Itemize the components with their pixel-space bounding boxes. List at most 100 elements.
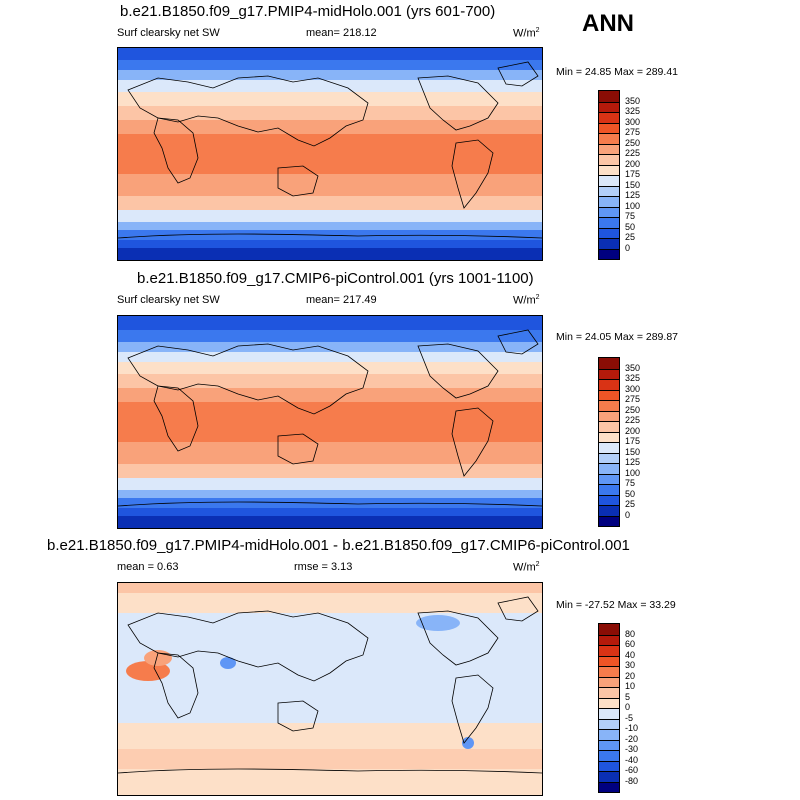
colorbar-segment: [599, 505, 619, 516]
colorbar-segment: [599, 101, 619, 112]
colorbar-tick-label: 175: [625, 436, 641, 446]
colorbar-tick-label: 75: [625, 211, 636, 221]
colorbar-tick-label: 30: [625, 660, 636, 670]
colorbar-segment: [599, 368, 619, 379]
colorbar-tick-label: 25: [625, 499, 636, 509]
colorbar-tick-label: 275: [625, 127, 641, 137]
colorbar-tick-label: -10: [625, 723, 639, 733]
colorbar-segment: [599, 687, 619, 698]
colorbar-tick-label: 200: [625, 158, 641, 169]
colorbar-segment: [599, 515, 619, 526]
panel2-units: W/m2: [513, 294, 540, 307]
colorbar-segment: [599, 133, 619, 144]
colorbar-segment: [599, 463, 619, 474]
colorbar-tick-label: 75: [625, 478, 636, 488]
colorbar-tick-label: 300: [625, 116, 641, 127]
season-label: ANN: [582, 10, 634, 37]
colorbar-tick-label: 5: [625, 691, 631, 702]
colorbar-segment: [599, 164, 619, 175]
colorbar-segment: [599, 154, 619, 165]
panel1-mean: mean= 218.12: [306, 27, 377, 39]
colorbar-segment: [599, 227, 619, 238]
colorbar-segment: [599, 666, 619, 677]
colorbar-tick-label: 250: [625, 404, 641, 415]
colorbar-segment: [599, 442, 619, 453]
colorbar-tick-label: 225: [625, 415, 641, 425]
panel2-title: b.e21.B1850.f09_g17.CMIP6-piControl.001 …: [137, 270, 534, 287]
colorbar-segment: [599, 781, 619, 792]
colorbar-segment: [599, 400, 619, 411]
colorbar-segment: [599, 91, 619, 102]
colorbar-tick-label: -20: [625, 733, 639, 744]
colorbar-tick-label: -80: [625, 775, 639, 786]
colorbar-tick-label: 150: [625, 179, 641, 190]
colorbar-segment: [599, 655, 619, 666]
colorbar-segment: [599, 431, 619, 442]
panel1-colorbar: 0 25 50 75 100 125 150 175 200 225 250 275 300 325 350: [598, 90, 640, 260]
colorbar-segment: [599, 750, 619, 761]
colorbar-segment: [599, 676, 619, 687]
panel2-map-svg: [118, 316, 542, 528]
colorbar-segment: [599, 122, 619, 133]
colorbar-segment: [599, 634, 619, 645]
colorbar-tick-label: 20: [625, 670, 636, 681]
colorbar-segment: [599, 771, 619, 782]
panel3-rmse: rmse = 3.13: [294, 561, 353, 573]
panel2-variable: Surf clearsky net SW: [117, 294, 220, 306]
colorbar-segment: [599, 206, 619, 217]
colorbar-tick-label: 0: [625, 702, 631, 712]
colorbar-segment: [599, 729, 619, 740]
colorbar-segment: [599, 708, 619, 719]
colorbar-segment: [599, 452, 619, 463]
colorbar-segment: [599, 389, 619, 400]
colorbar-segment: [599, 143, 619, 154]
colorbar-segment: [599, 473, 619, 484]
panel1-variable: Surf clearsky net SW: [117, 27, 220, 39]
panel3-mean: mean = 0.63: [117, 561, 179, 573]
colorbar-tick-label: 350: [625, 362, 641, 373]
colorbar-tick-label: 250: [625, 137, 641, 148]
colorbar-tick-label: 325: [625, 106, 641, 116]
colorbar-segment: [599, 410, 619, 421]
colorbar-tick-label: 50: [625, 488, 636, 499]
colorbar-tick-label: 50: [625, 221, 636, 232]
panel2-colorbar: 0 25 50 75 100 125 150 175 200 225 250 275 300 325 350: [598, 357, 640, 527]
colorbar-segment: [599, 175, 619, 186]
colorbar-segment: [599, 248, 619, 259]
panel1-minmax: Min = 24.85 Max = 289.41: [556, 66, 678, 78]
colorbar-tick-label: 200: [625, 425, 641, 436]
panel3-units: W/m2: [513, 561, 540, 574]
colorbar-segment: [599, 739, 619, 750]
colorbar-segment: [599, 358, 619, 369]
colorbar-tick-label: 150: [625, 446, 641, 457]
colorbar-segment: [599, 760, 619, 771]
panel1-title: b.e21.B1850.f09_g17.PMIP4-midHolo.001 (y…: [120, 3, 496, 20]
panel1-units: W/m2: [513, 27, 540, 40]
panel2-minmax: Min = 24.05 Max = 289.87: [556, 331, 678, 343]
colorbar-segment: [599, 645, 619, 656]
colorbar-segment: [599, 112, 619, 123]
colorbar-tick-label: 25: [625, 232, 636, 242]
colorbar-segment: [599, 624, 619, 635]
colorbar-tick-label: 300: [625, 383, 641, 394]
colorbar-tick-label: 325: [625, 373, 641, 383]
colorbar-segment: [599, 484, 619, 495]
colorbar-tick-label: 0: [625, 242, 631, 253]
colorbar-tick-label: -60: [625, 765, 639, 775]
colorbar-segment: [599, 379, 619, 390]
colorbar-tick-label: 100: [625, 467, 641, 478]
colorbar-segment: [599, 697, 619, 708]
colorbar-tick-label: 125: [625, 190, 641, 200]
colorbar-tick-label: -5: [625, 712, 634, 723]
colorbar-tick-label: 125: [625, 457, 641, 467]
colorbar-tick-label: 80: [625, 628, 636, 639]
colorbar-tick-label: 40: [625, 649, 636, 660]
colorbar-tick-label: -30: [625, 744, 639, 754]
colorbar-tick-label: 100: [625, 200, 641, 211]
panel3-title: b.e21.B1850.f09_g17.PMIP4-midHolo.001 - …: [47, 537, 630, 554]
colorbar-segment: [599, 421, 619, 432]
panel3-minmax: Min = -27.52 Max = 33.29: [556, 599, 676, 611]
panel1-map: [117, 47, 543, 261]
colorbar-segment: [599, 185, 619, 196]
colorbar-tick-label: 175: [625, 169, 641, 179]
